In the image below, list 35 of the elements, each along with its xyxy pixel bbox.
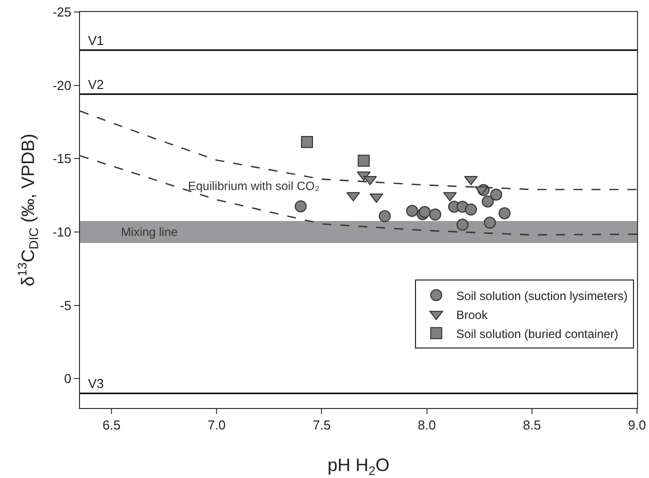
x-tick-label: 8.0: [418, 418, 436, 433]
point: [378, 210, 391, 222]
point: [429, 208, 442, 221]
x-tick-label: 9.0: [628, 418, 646, 433]
y-tick-label: -5: [60, 298, 72, 313]
y-tick-label: -10: [52, 224, 72, 240]
point: [482, 195, 494, 208]
legend-label: Soil solution (buried container): [456, 326, 618, 341]
ref-line-label: V3: [88, 376, 104, 391]
point: [363, 176, 377, 186]
x-tick-label: 7.5: [312, 418, 331, 433]
ref-line-label: V2: [88, 77, 104, 92]
point: [456, 218, 469, 231]
annotation: Equilibrium with soil CO₂: [188, 179, 320, 193]
y-tick-label: 0: [64, 371, 72, 386]
y-tick-label: -20: [52, 78, 72, 93]
point: [490, 188, 502, 201]
point: [358, 154, 370, 167]
ref-line-label: V1: [88, 33, 104, 48]
x-tick-label: 7.0: [208, 418, 226, 433]
x-tick-label: 6.5: [102, 418, 121, 433]
point: [294, 200, 307, 212]
band-label: Mixing line: [121, 225, 178, 239]
legend-label: Brook: [456, 308, 489, 322]
point: [406, 204, 418, 217]
point: [484, 216, 496, 229]
x-tick-label: 8.5: [522, 418, 541, 433]
point: [301, 136, 313, 148]
point: [498, 207, 511, 220]
point: [464, 204, 477, 216]
y-tick-label: -25: [52, 4, 72, 20]
x-axis-title: pH H$_{2}$O: [327, 455, 390, 478]
y-tick-label: -15: [52, 151, 72, 166]
legend-label: Soil solution (suction lysimeters): [456, 288, 628, 303]
point: [464, 176, 478, 186]
